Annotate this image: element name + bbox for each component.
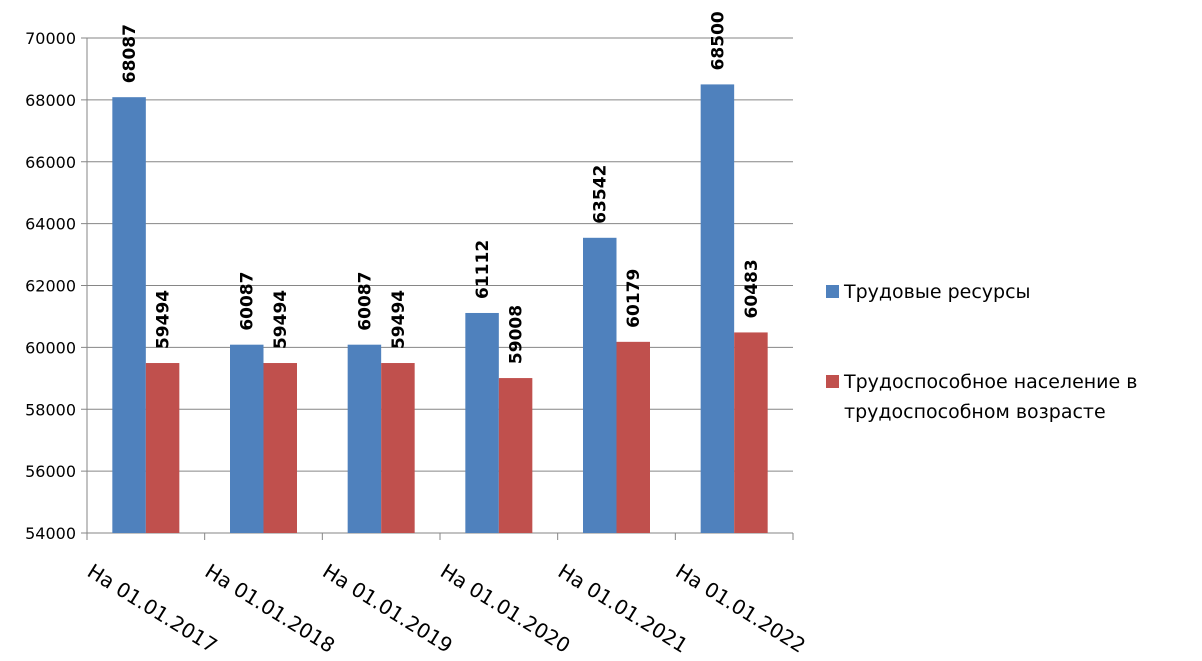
bar-series-2 bbox=[381, 363, 415, 533]
y-tick-label: 58000 bbox=[25, 400, 76, 419]
data-label: 59494 bbox=[154, 290, 174, 349]
y-tick-label: 54000 bbox=[25, 524, 76, 543]
bar-series-2 bbox=[263, 363, 297, 533]
data-label: 63542 bbox=[591, 165, 611, 224]
data-label: 59494 bbox=[271, 290, 291, 349]
bar-series-2 bbox=[616, 341, 650, 533]
data-label: 68087 bbox=[120, 24, 140, 83]
data-label: 60179 bbox=[624, 269, 644, 328]
x-tick-label: На 01.01.2017 bbox=[83, 559, 221, 658]
legend-label: трудоспособном возрасте bbox=[844, 401, 1106, 423]
data-label: 68500 bbox=[708, 11, 728, 70]
data-label: 59494 bbox=[389, 290, 409, 349]
bar-series-1 bbox=[465, 312, 499, 533]
gridlines bbox=[81, 37, 793, 534]
bar-series-1 bbox=[112, 97, 146, 533]
data-label: 60483 bbox=[742, 259, 762, 318]
x-tick-label: На 01.01.2020 bbox=[436, 559, 574, 658]
bar-series-1 bbox=[583, 237, 617, 533]
data-labels: 68087 59494 60087 59494 60087 59494 61112 59008… bbox=[120, 11, 762, 364]
x-tick-label: На 01.01.2021 bbox=[554, 559, 692, 658]
legend-label: Трудоспособное население в bbox=[843, 371, 1137, 393]
data-label: 60087 bbox=[238, 272, 258, 331]
legend-label: Трудовые ресурсы bbox=[843, 281, 1031, 303]
y-tick-label: 70000 bbox=[25, 29, 76, 48]
x-tick-label: На 01.01.2019 bbox=[319, 559, 457, 658]
y-tick-label: 64000 bbox=[25, 215, 76, 234]
bar-series-2 bbox=[498, 378, 533, 533]
bars bbox=[112, 84, 768, 533]
y-tick-label: 60000 bbox=[25, 338, 76, 357]
x-tick-label: На 01.01.2022 bbox=[672, 559, 810, 658]
bar-series-2 bbox=[734, 332, 768, 533]
legend-swatch bbox=[826, 285, 839, 298]
y-tick-label: 62000 bbox=[25, 277, 76, 296]
bar-series-2 bbox=[145, 363, 180, 533]
x-tick-label: На 01.01.2018 bbox=[201, 559, 339, 658]
data-label: 60087 bbox=[355, 272, 375, 331]
y-axis: 54000 56000 58000 60000 62000 64000 66000 68000… bbox=[25, 29, 88, 543]
bar-series-1 bbox=[347, 344, 382, 533]
bar-series-1 bbox=[700, 84, 735, 533]
y-tick-label: 56000 bbox=[25, 462, 76, 481]
data-label: 61112 bbox=[473, 240, 493, 299]
legend: Трудовые ресурсы Трудоспособное население… bbox=[826, 281, 1137, 423]
data-label: 59008 bbox=[507, 305, 527, 364]
bar-series-1 bbox=[230, 344, 264, 533]
y-tick-label: 68000 bbox=[25, 91, 76, 110]
legend-swatch bbox=[826, 375, 839, 388]
y-tick-label: 66000 bbox=[25, 153, 76, 172]
